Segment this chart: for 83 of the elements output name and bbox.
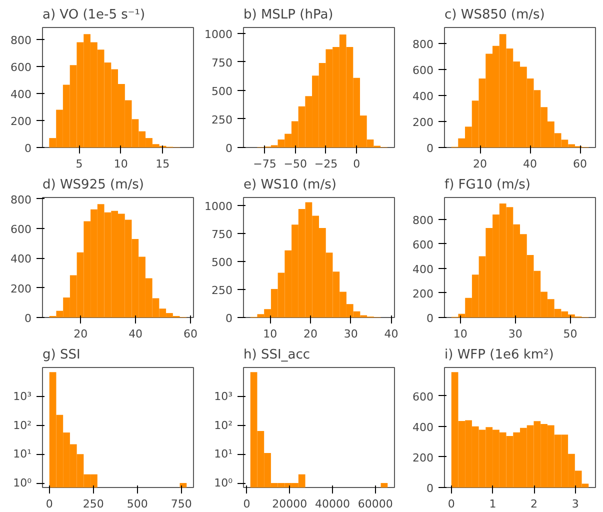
y-tick-label: 400 (10, 252, 32, 266)
x-tick-label: 30 (508, 328, 522, 340)
y-tick-label: 1000 (204, 28, 233, 41)
x-tick-label: 20 (74, 328, 88, 340)
y-tick-label: 0 (426, 142, 434, 155)
y-tick-label: 200 (412, 287, 434, 300)
y-tick-label: 750 (212, 228, 233, 242)
y-tick-label: 600 (412, 64, 434, 77)
x-tick-label: 40 (128, 328, 143, 340)
x-tick-label: 60 (573, 158, 587, 170)
x-tick-label: −25 (314, 158, 338, 170)
y-tick-label: 0 (426, 482, 434, 495)
y-tick-label: 0 (226, 312, 232, 325)
y-tick-label: 10⁰ (214, 476, 234, 490)
x-tick-label: 10 (114, 158, 128, 170)
chart-title: d) WS925 (m/s) (42, 178, 144, 192)
x-tick-label: 1 (489, 498, 496, 510)
y-tick-label: 10³ (13, 390, 32, 403)
y-tick-label: 10³ (214, 390, 233, 403)
x-tick-label: −75 (253, 158, 276, 170)
chart-title: f) FG10 (m/s) (444, 178, 530, 192)
x-tick-label: 0 (46, 498, 53, 510)
y-tick-label: 800 (412, 214, 434, 227)
x-tick-label: 60 (183, 328, 198, 340)
y-tick-label: 0 (426, 312, 434, 325)
y-tick-label: 400 (412, 262, 434, 276)
x-tick-label: 0 (243, 498, 250, 510)
chart-title: a) VO (1e-5 s⁻¹) (42, 8, 146, 22)
y-tick-label: 600 (412, 390, 434, 404)
y-tick-label: 10² (13, 418, 32, 432)
y-tick-label: 600 (10, 223, 32, 236)
x-tick-label: 5 (76, 158, 83, 170)
x-tick-label: 2 (530, 498, 538, 510)
x-tick-label: 0 (448, 498, 455, 510)
y-tick-label: 400 (412, 90, 434, 103)
x-tick-label: 10 (453, 328, 468, 340)
y-tick-label: 800 (10, 34, 32, 48)
chart-title: g) SSI (42, 348, 80, 362)
y-tick-label: 200 (412, 116, 434, 129)
chart-title: e) WS10 (m/s) (244, 178, 336, 192)
y-tick-label: 600 (412, 238, 434, 252)
y-tick-label: 10¹ (13, 448, 32, 461)
y-tick-label: 600 (10, 61, 32, 74)
y-tick-label: 400 (10, 88, 32, 102)
x-tick-label: 20 (473, 158, 487, 170)
x-tick-label: 15 (156, 158, 170, 170)
y-tick-label: 800 (10, 193, 32, 206)
x-tick-label: 20 (304, 328, 318, 340)
chart-title: h) SSI_acc (244, 348, 310, 362)
x-tick-label: 60000 (358, 498, 393, 510)
x-tick-label: 40000 (315, 498, 350, 510)
y-tick-label: 250 (212, 113, 233, 126)
y-tick-label: 200 (412, 451, 434, 464)
y-tick-label: 10² (214, 418, 233, 432)
x-tick-label: 3 (572, 498, 579, 510)
x-tick-label: 10 (263, 328, 278, 340)
y-tick-label: 250 (212, 284, 233, 298)
chart-title: b) MSLP (hPa) (244, 8, 334, 22)
y-tick-label: 10⁰ (13, 476, 32, 490)
y-tick-label: 0 (24, 312, 32, 325)
y-tick-label: 0 (24, 142, 32, 155)
y-tick-label: 400 (412, 420, 434, 434)
x-tick-label: 20000 (272, 498, 308, 510)
y-tick-label: 750 (212, 56, 233, 70)
y-tick-label: 0 (226, 142, 232, 155)
x-tick-label: 0 (353, 158, 360, 170)
y-tick-label: 1000 (204, 200, 233, 214)
y-tick-label: 500 (212, 84, 233, 98)
chart-title: c) WS850 (m/s) (444, 8, 545, 22)
x-tick-label: 500 (126, 498, 148, 510)
x-tick-label: −50 (284, 158, 307, 170)
y-tick-label: 200 (10, 282, 32, 296)
x-tick-label: 40 (384, 328, 398, 340)
y-tick-label: 800 (412, 38, 434, 51)
x-tick-label: 50 (563, 328, 578, 340)
y-tick-label: 10¹ (214, 448, 233, 461)
x-tick-label: 750 (170, 498, 192, 510)
y-tick-label: 200 (10, 115, 32, 128)
x-tick-label: 30 (344, 328, 358, 340)
chart-title: i) WFP (1e6 km²) (444, 348, 554, 362)
x-tick-label: 250 (82, 498, 104, 510)
y-tick-label: 500 (212, 256, 233, 270)
x-tick-label: 40 (523, 158, 537, 170)
